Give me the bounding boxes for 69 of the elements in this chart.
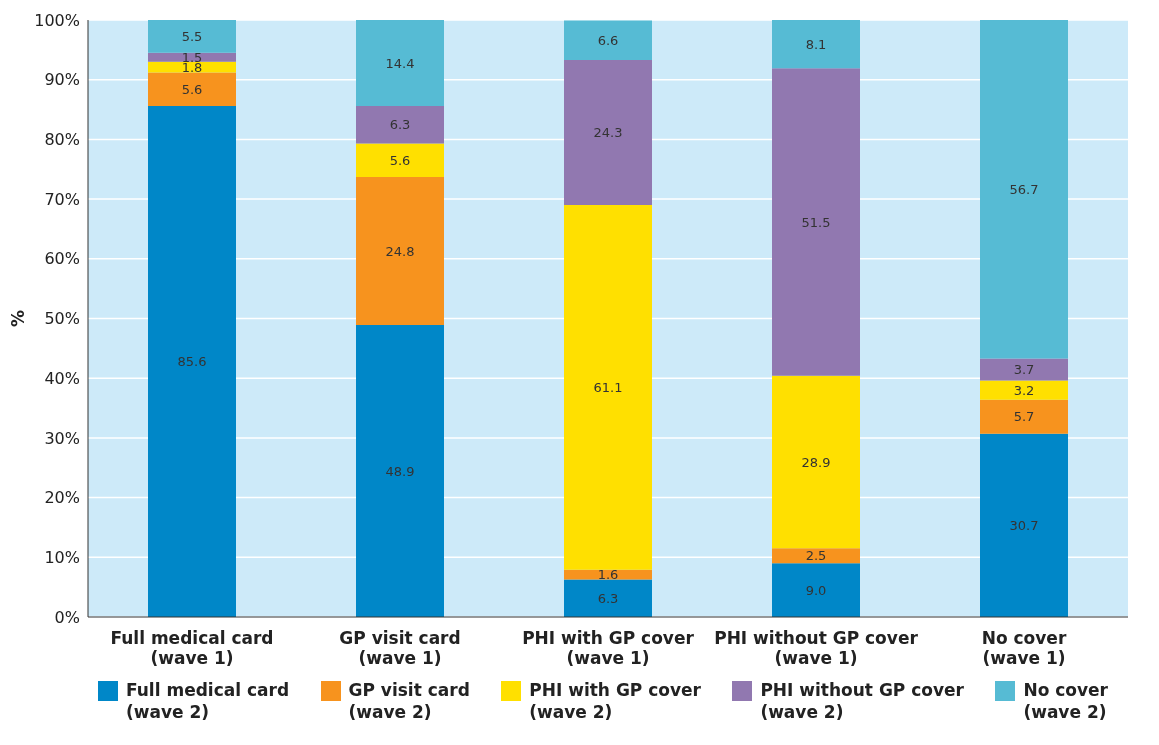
bar [356, 325, 444, 617]
legend-label: PHI with GP cover (wave 2) [529, 679, 701, 723]
bar [980, 433, 1068, 617]
bar [148, 61, 236, 73]
bar [564, 20, 652, 60]
data-label: 6.3 [389, 117, 411, 133]
bar [980, 399, 1068, 434]
bar [148, 52, 236, 62]
bar [772, 20, 860, 69]
data-label: 3.7 [1013, 362, 1035, 378]
y-tick-label: 0% [54, 607, 80, 627]
y-tick-label: 100% [34, 10, 80, 30]
y-tick-label: 10% [44, 547, 80, 567]
bar [772, 548, 860, 564]
bar [148, 20, 236, 53]
x-tick-label: PHI without GP cover (wave 1) [714, 628, 919, 668]
data-label: 56.7 [1009, 181, 1039, 197]
data-label: 5.7 [1013, 409, 1035, 425]
bar [356, 20, 444, 106]
bar [356, 105, 444, 144]
data-label: 61.1 [593, 380, 623, 395]
legend-label: PHI without GP cover (wave 2) [760, 679, 964, 723]
y-tick-label: 30% [44, 428, 80, 448]
data-label: 5.6 [181, 81, 203, 97]
y-tick-label: 40% [44, 368, 80, 388]
y-tick-label: 70% [44, 189, 80, 209]
legend-label: GP visit card (wave 2) [348, 679, 470, 723]
bar [564, 60, 652, 206]
bar [148, 72, 236, 106]
data-label: 5.6 [389, 152, 411, 168]
legend-label: Full medical card (wave 2) [126, 679, 290, 723]
bar [772, 68, 860, 376]
y-axis-title: % [8, 309, 29, 328]
data-label: 28.9 [801, 454, 831, 470]
data-label: 5.5 [181, 28, 203, 44]
data-label: 3.2 [1013, 382, 1035, 398]
y-tick-label: 80% [44, 130, 80, 150]
data-label: 6.6 [597, 32, 619, 48]
data-label: 2.5 [805, 548, 827, 564]
y-tick-label: 60% [44, 249, 80, 269]
x-tick-label: PHI with GP cover (wave 1) [522, 628, 695, 668]
bar [148, 105, 236, 617]
x-tick-label: GP visit card (wave 1) [339, 628, 461, 668]
data-label: 14.4 [385, 55, 415, 71]
data-label: 48.9 [385, 463, 415, 479]
bar [564, 205, 652, 570]
y-tick-label: 20% [44, 488, 80, 508]
bar [980, 20, 1068, 359]
bar [356, 143, 444, 178]
data-label: 85.6 [177, 354, 207, 370]
data-label: 24.8 [385, 243, 415, 259]
y-tick-label: 50% [44, 309, 80, 329]
bar [772, 563, 860, 617]
data-label: 1.6 [597, 567, 619, 583]
data-label: 51.5 [801, 214, 831, 230]
bar [980, 358, 1068, 381]
data-label: 8.1 [805, 36, 827, 52]
data-label: 30.7 [1009, 517, 1039, 533]
bar [356, 177, 444, 326]
data-label: 6.3 [597, 590, 619, 606]
bar [980, 380, 1068, 400]
legend-label: No cover (wave 2) [1023, 679, 1108, 723]
y-tick-label: 90% [44, 70, 80, 90]
data-label: 24.3 [593, 125, 623, 141]
x-tick-label: No cover (wave 1) [981, 628, 1067, 668]
data-label: 9.0 [805, 582, 827, 598]
bar [564, 579, 652, 617]
x-tick-label: Full medical card (wave 1) [110, 628, 274, 668]
bar [772, 375, 860, 549]
